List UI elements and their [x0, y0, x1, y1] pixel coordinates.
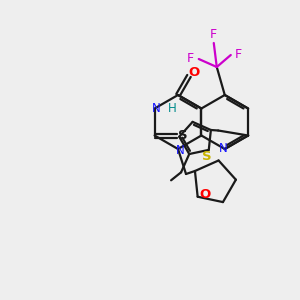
Text: F: F	[210, 28, 217, 40]
Text: F: F	[187, 52, 194, 64]
Text: N: N	[176, 143, 184, 157]
Text: H: H	[168, 102, 177, 115]
Text: F: F	[235, 47, 242, 61]
Text: O: O	[199, 188, 210, 201]
Text: S: S	[178, 129, 188, 142]
Text: N: N	[152, 102, 161, 115]
Text: O: O	[188, 66, 200, 80]
Text: N: N	[218, 142, 227, 155]
Text: S: S	[202, 150, 211, 164]
